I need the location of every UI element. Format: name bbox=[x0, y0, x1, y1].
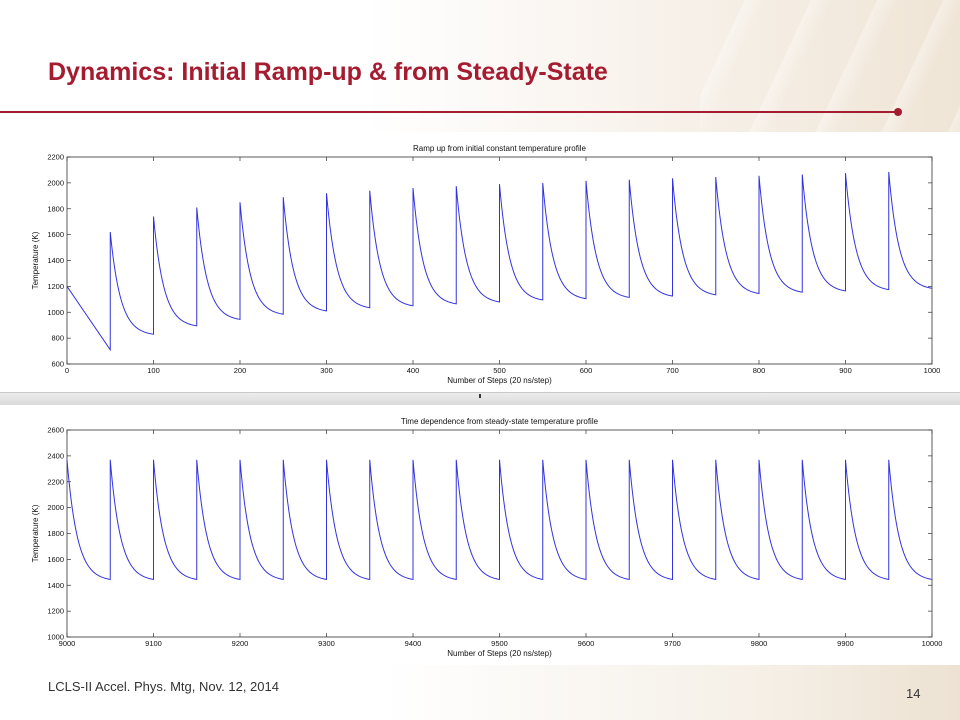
slide-title: Dynamics: Initial Ramp-up & from Steady-… bbox=[48, 58, 608, 86]
divider-marker bbox=[479, 394, 481, 398]
x-tick-label: 300 bbox=[320, 366, 333, 375]
x-tick-label: 1000 bbox=[924, 366, 941, 375]
y-tick-label: 800 bbox=[51, 334, 64, 343]
x-tick-label: 500 bbox=[493, 366, 506, 375]
x-tick-label: 9600 bbox=[578, 639, 595, 648]
y-tick-label: 1400 bbox=[47, 581, 64, 590]
x-tick-label: 9800 bbox=[751, 639, 768, 648]
chart-title: Ramp up from initial constant temperatur… bbox=[413, 144, 587, 153]
chart-title: Time dependence from steady-state temper… bbox=[401, 417, 599, 426]
x-tick-label: 9400 bbox=[405, 639, 422, 648]
steady-state-chart: 9000 9100 9200 9300 9400 9500 9600 9700 9800 9900… bbox=[31, 417, 943, 658]
title-background-stripes bbox=[700, 0, 960, 132]
x-tick-label: 10000 bbox=[922, 639, 943, 648]
y-tick-label: 1000 bbox=[47, 308, 64, 317]
y-tick-label: 1800 bbox=[47, 204, 64, 213]
y-tick-label: 1600 bbox=[47, 230, 64, 239]
footer-background bbox=[0, 665, 960, 720]
x-tick-label: 9300 bbox=[318, 639, 335, 648]
x-tick-label: 200 bbox=[234, 366, 247, 375]
x-tick-label: 9700 bbox=[664, 639, 681, 648]
x-tick-label: 400 bbox=[407, 366, 420, 375]
y-tick-label: 1800 bbox=[47, 529, 64, 538]
y-tick-label: 1400 bbox=[47, 256, 64, 265]
ramp-up-chart-panel: 0 100 200 300 400 500 600 700 800 900 1000 600 800 10… bbox=[0, 132, 960, 390]
page-number: 14 bbox=[906, 686, 921, 701]
footer-text: LCLS-II Accel. Phys. Mtg, Nov. 12, 2014 bbox=[48, 679, 279, 694]
y-tick-label: 2200 bbox=[47, 477, 64, 486]
x-axis-label: Number of Steps (20 ns/step) bbox=[447, 376, 552, 385]
y-tick-label: 1000 bbox=[47, 633, 64, 642]
x-tick-label: 600 bbox=[580, 366, 593, 375]
x-tick-label: 800 bbox=[753, 366, 766, 375]
x-tick-label: 9500 bbox=[491, 639, 508, 648]
x-tick-label: 700 bbox=[666, 366, 679, 375]
y-tick-label: 600 bbox=[51, 360, 64, 369]
title-rule bbox=[0, 111, 896, 113]
x-tick-label: 9200 bbox=[232, 639, 249, 648]
title-rule-dot bbox=[894, 108, 902, 116]
y-tick-label: 2400 bbox=[47, 451, 64, 460]
y-axis-label: Temperature (K) bbox=[31, 231, 40, 289]
x-tick-label: 900 bbox=[839, 366, 852, 375]
x-tick-label: 9100 bbox=[145, 639, 162, 648]
x-tick-label: 9000 bbox=[59, 639, 76, 648]
x-tick-label: 9900 bbox=[837, 639, 854, 648]
temperature-series-line bbox=[66, 459, 933, 581]
x-axis-label: Number of Steps (20 ns/step) bbox=[447, 649, 552, 658]
y-tick-label: 2600 bbox=[47, 426, 64, 435]
ramp-up-chart: 0 100 200 300 400 500 600 700 800 900 1000 600 800 10… bbox=[31, 144, 941, 385]
temperature-series-line bbox=[66, 171, 933, 352]
y-axis-label: Temperature (K) bbox=[31, 504, 40, 562]
y-tick-label: 1600 bbox=[47, 555, 64, 564]
y-tick-label: 2200 bbox=[47, 153, 64, 162]
steady-state-chart-panel: 9000 9100 9200 9300 9400 9500 9600 9700 9800 9900… bbox=[0, 405, 960, 665]
y-tick-label: 2000 bbox=[47, 503, 64, 512]
title-background bbox=[0, 0, 960, 132]
y-tick-label: 2000 bbox=[47, 178, 64, 187]
y-tick-label: 1200 bbox=[47, 607, 64, 616]
x-tick-label: 0 bbox=[65, 366, 69, 375]
y-tick-label: 1200 bbox=[47, 282, 64, 291]
x-tick-label: 100 bbox=[147, 366, 160, 375]
